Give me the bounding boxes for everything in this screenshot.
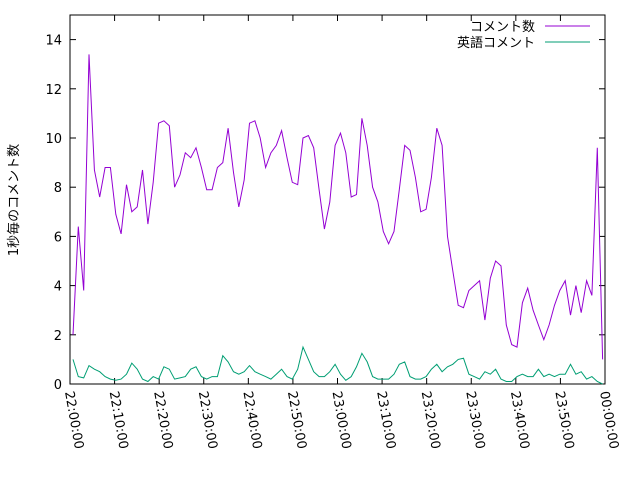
x-tick-label: 23:30:00 <box>462 390 487 450</box>
x-tick-label: 23:40:00 <box>507 390 532 450</box>
x-tick-label: 22:10:00 <box>106 390 131 450</box>
y-tick-label: 14 <box>45 34 62 49</box>
x-tick-label: 22:50:00 <box>284 390 309 450</box>
data-line <box>72 345 603 385</box>
plot-border <box>69 14 606 385</box>
x-tick-label: 23:20:00 <box>418 390 443 450</box>
x-tick-label: 22:30:00 <box>195 390 220 450</box>
y-tick-label: 0 <box>54 378 62 393</box>
y-tick-label: 2 <box>54 329 62 344</box>
x-tick-label: 00:00:00 <box>596 390 621 450</box>
legend-label: 英語コメント <box>457 35 535 51</box>
y-tick-label: 4 <box>54 280 62 295</box>
data-line <box>72 54 604 360</box>
legend-label: コメント数 <box>470 20 535 35</box>
x-tick-label: 22:20:00 <box>150 390 175 450</box>
x-tick-label: 23:00:00 <box>329 390 354 450</box>
y-tick-label: 10 <box>45 132 62 147</box>
x-tick-label: 23:10:00 <box>373 390 398 450</box>
y-tick-label: 8 <box>54 181 62 196</box>
x-tick-label: 22:00:00 <box>61 390 86 450</box>
y-tick-label: 12 <box>45 83 62 98</box>
y-axis-label: 1秒毎のコメント数 <box>6 144 22 256</box>
x-tick-label: 22:40:00 <box>239 390 264 450</box>
y-tick-label: 6 <box>54 230 62 245</box>
x-tick-label: 23:50:00 <box>551 390 576 450</box>
